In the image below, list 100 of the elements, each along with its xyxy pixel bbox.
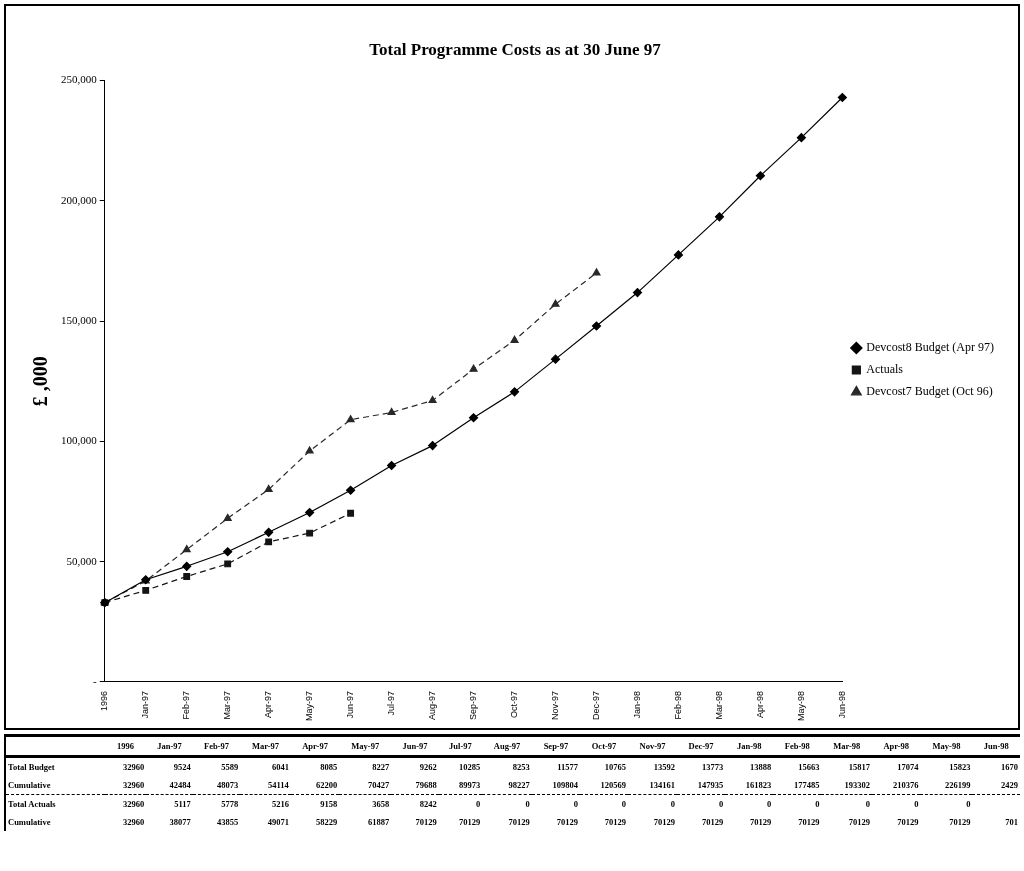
category-label: Total Actuals xyxy=(8,799,56,809)
text: 38077 xyxy=(169,817,191,827)
text: 49071 xyxy=(267,817,289,827)
y-tick-label: 150,000 xyxy=(61,313,98,326)
x-tick-label: Aug-97 xyxy=(427,690,438,721)
x-tick-label: Mar-98 xyxy=(713,690,724,720)
text: 15823 xyxy=(949,762,971,772)
text: 62200 xyxy=(316,780,338,790)
text: 9158 xyxy=(320,799,338,809)
text: 8085 xyxy=(320,762,338,772)
text: 32960 xyxy=(122,762,145,772)
legend-label: Devcost7 Budget (Oct 96) xyxy=(866,384,993,399)
y-axis-title: £ ,000 xyxy=(29,356,52,407)
text: 32960 xyxy=(122,817,145,827)
y-tick-label: 250,000 xyxy=(61,73,98,86)
text: 226199 xyxy=(944,780,971,790)
text: 70129 xyxy=(848,817,871,827)
category-label: Jan-98 xyxy=(725,735,774,757)
text: 13592 xyxy=(653,762,676,772)
text: 89973 xyxy=(458,780,481,790)
y-tick-label: 200,000 xyxy=(61,193,98,206)
text: 42484 xyxy=(169,780,191,790)
category-label: 1996 xyxy=(105,735,147,757)
x-tick-label: Mar-97 xyxy=(222,690,233,720)
text: 0 xyxy=(475,799,481,809)
x-tick-label: Nov-97 xyxy=(550,690,560,721)
category-label: Jul-97 xyxy=(438,735,483,757)
text: 70129 xyxy=(508,817,530,827)
text: 10765 xyxy=(604,762,627,772)
text: 0 xyxy=(525,799,530,809)
legend-label: Actuals xyxy=(866,362,904,377)
text: 8253 xyxy=(512,762,530,772)
text: 147935 xyxy=(697,780,724,790)
text: 54114 xyxy=(268,780,289,790)
category-label: Feb-98 xyxy=(773,735,822,757)
text: 0 xyxy=(914,799,919,809)
text: 134161 xyxy=(649,780,676,790)
text: 98227 xyxy=(508,780,530,790)
x-tick-label: Jun-97 xyxy=(345,690,356,719)
text: 0 xyxy=(865,799,871,809)
category-label: Feb-97 xyxy=(192,735,241,757)
x-tick-label: Jan-97 xyxy=(140,690,151,719)
category-label: Mar-98 xyxy=(821,735,873,757)
y-tick-label: 50,000 xyxy=(66,554,98,567)
category-label: May-97 xyxy=(339,735,392,757)
category-label: Total Budget xyxy=(8,762,55,772)
text: 48073 xyxy=(216,780,239,790)
text: 70427 xyxy=(368,780,390,790)
text: 70129 xyxy=(750,817,772,827)
text: 79688 xyxy=(415,780,437,790)
text: 0 xyxy=(718,799,724,809)
text: 5778 xyxy=(221,799,239,809)
text: 17074 xyxy=(897,762,919,772)
text: 120569 xyxy=(600,780,627,790)
x-tick-label: May-97 xyxy=(304,690,315,722)
text: 10285 xyxy=(458,762,481,772)
text: 58229 xyxy=(316,817,338,827)
chart-title: Total Programme Costs as at 30 June 97 xyxy=(369,39,662,59)
text: 0 xyxy=(966,799,971,809)
category-label: Apr-98 xyxy=(872,735,921,757)
category-label: Mar-97 xyxy=(240,735,291,757)
text: 70129 xyxy=(653,817,676,827)
category-label: Sep-97 xyxy=(531,735,580,757)
x-tick-label: Jan-98 xyxy=(631,690,642,719)
text: 1670 xyxy=(1001,762,1018,772)
text: 6041 xyxy=(271,762,289,772)
text: 3658 xyxy=(372,799,390,809)
x-tick-label: 1996 xyxy=(99,690,110,712)
text: 43855 xyxy=(216,817,239,827)
text: 8227 xyxy=(372,762,390,772)
text: 701 xyxy=(1005,817,1018,827)
text: 0 xyxy=(573,799,578,809)
text: 5216 xyxy=(271,799,289,809)
text: 0 xyxy=(670,799,676,809)
category-label: Aug-97 xyxy=(482,735,532,757)
text: 70129 xyxy=(604,817,627,827)
x-tick-label: May-98 xyxy=(795,690,806,722)
x-tick-label: Feb-97 xyxy=(181,690,192,720)
text: 32960 xyxy=(122,780,145,790)
text: 210376 xyxy=(892,780,919,790)
y-tick-label: 100,000 xyxy=(61,434,98,447)
text: 109804 xyxy=(552,780,578,790)
text: 0 xyxy=(767,799,772,809)
x-tick-label: Jul-97 xyxy=(386,690,397,716)
text: 193302 xyxy=(844,780,871,790)
x-tick-label: Apr-98 xyxy=(754,690,765,719)
text: 70129 xyxy=(897,817,919,827)
text: 15663 xyxy=(798,762,820,772)
x-tick-label: Oct-97 xyxy=(509,690,520,719)
category-label: Jan-97 xyxy=(146,735,193,757)
x-tick-label: Feb-98 xyxy=(672,690,683,720)
text: 70129 xyxy=(798,817,820,827)
category-label: Oct-97 xyxy=(579,735,629,757)
text: 70129 xyxy=(458,817,481,827)
category-label: Cumulative xyxy=(8,780,51,790)
category-label: Nov-97 xyxy=(628,735,678,757)
x-tick-label: Jun-98 xyxy=(836,690,847,719)
text: 70129 xyxy=(949,817,971,827)
y-tick-label: - xyxy=(93,674,98,687)
category-label: May-98 xyxy=(920,735,973,757)
